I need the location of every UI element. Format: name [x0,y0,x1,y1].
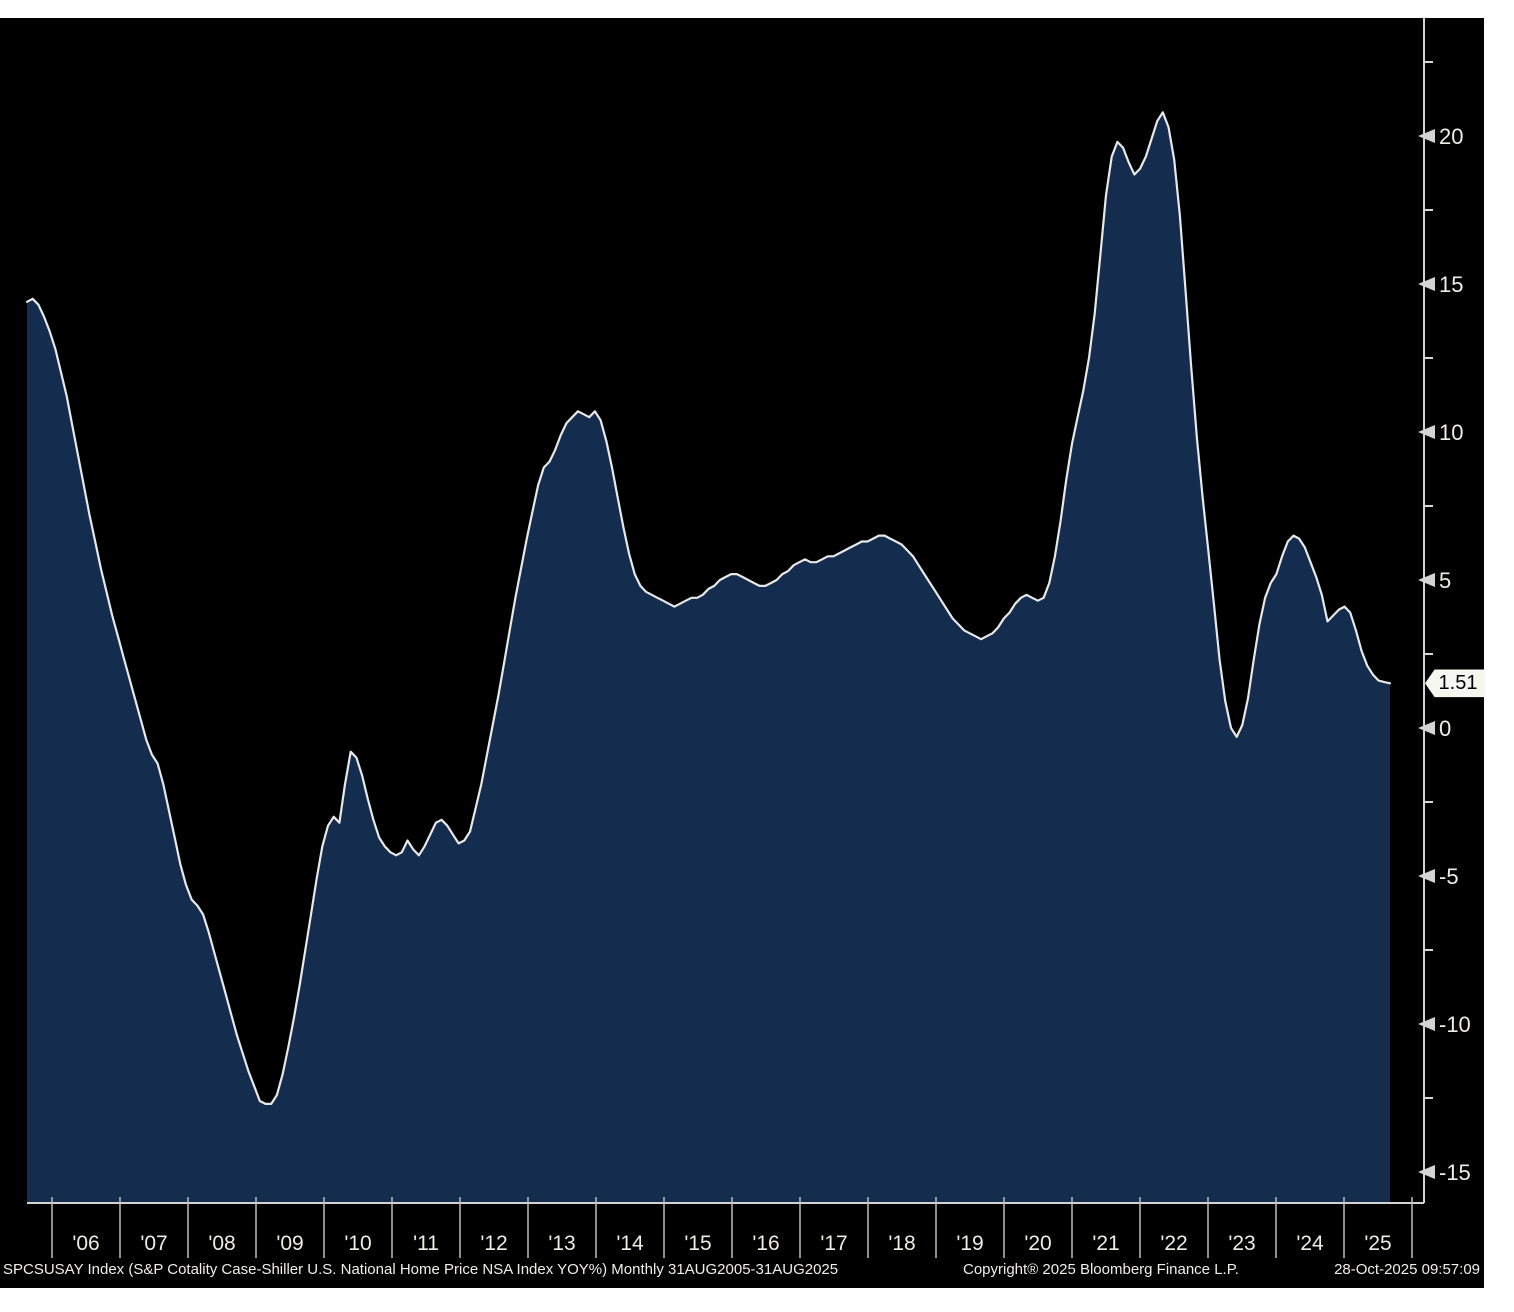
y-tick-arrow [1418,425,1435,439]
price-area [27,112,1390,1203]
y-tick-arrow [1418,573,1435,587]
y-tick-label: 20 [1439,124,1463,149]
year-label: '11 [413,1232,439,1255]
y-tick-label: -10 [1439,1012,1471,1037]
year-label: '20 [1024,1232,1051,1255]
year-label: '25 [1364,1232,1391,1255]
year-label: '14 [616,1232,644,1255]
bloomberg-chart-canvas: 20 15 10 5 0 -5 -10 -15 '06 '07 '08 '09 '10 '11 '12 '13… [0,18,1485,1288]
year-label: '07 [140,1232,167,1255]
chart-footer: SPCSUSAY Index (S&P Cotality Case-Shille… [0,1261,1484,1285]
price-line [25,111,1392,1105]
footer-ticker-description: SPCSUSAY Index (S&P Cotality Case-Shille… [3,1261,839,1278]
year-label: '16 [752,1232,779,1255]
year-label: '09 [276,1232,303,1255]
year-label: '19 [956,1232,983,1255]
last-value-badge: 1.51 [1425,669,1485,698]
year-label: '12 [480,1232,507,1255]
y-tick-label: -5 [1439,864,1459,889]
y-tick-label: 5 [1439,568,1451,593]
y-tick-label: -15 [1439,1160,1471,1185]
year-label: '15 [684,1232,711,1255]
year-label: '08 [208,1232,235,1255]
price-chart-svg: 20 15 10 5 0 -5 -10 -15 '06 '07 '08 '09 '10 '11 '12 '13… [25,18,1471,1258]
year-label: '18 [888,1232,915,1255]
footer-timestamp: 28-Oct-2025 09:57:09 [1334,1261,1480,1278]
y-tick-arrow [1418,869,1435,883]
y-tick-label: 15 [1439,272,1463,297]
y-tick-arrow [1418,129,1435,143]
price-chart-plot-area[interactable]: 20 15 10 5 0 -5 -10 -15 '06 '07 '08 '09 '10 '11 '12 '13… [0,18,1484,1288]
y-tick-label: 10 [1439,420,1463,445]
year-label: '24 [1296,1232,1324,1255]
year-label: '23 [1228,1232,1255,1255]
y-tick-arrow [1418,721,1435,735]
y-tick-label: 0 [1439,716,1451,741]
year-label: '06 [72,1232,99,1255]
footer-copyright: Copyright® 2025 Bloomberg Finance L.P. [963,1261,1239,1278]
y-tick-arrow [1418,277,1435,291]
year-label: '22 [1160,1232,1187,1255]
year-label: '21 [1092,1232,1119,1255]
y-tick-arrow [1418,1165,1435,1179]
year-label: '13 [548,1232,575,1255]
year-label: '10 [344,1232,371,1255]
y-tick-arrow [1418,1017,1435,1031]
year-label: '17 [820,1232,847,1255]
